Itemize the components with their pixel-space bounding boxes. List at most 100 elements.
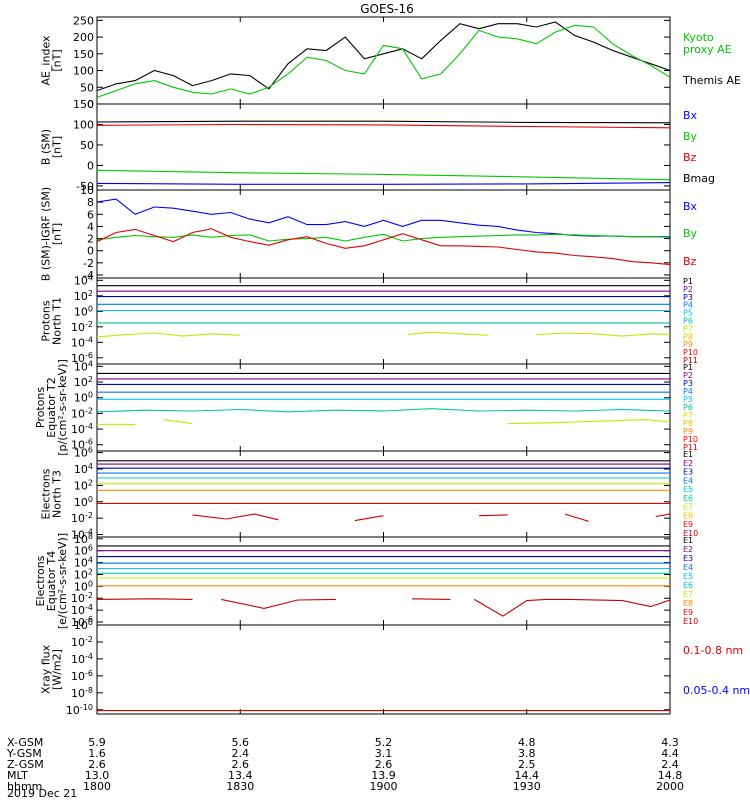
legend-p2: P2 [683,371,693,380]
legend-e5: E5 [683,485,693,494]
ephemeris-value: 2.4 [232,747,250,760]
legend-p7: P7 [683,411,693,420]
ephemeris-label-x-gsm: X-GSM [7,736,43,749]
y-tick-label: 100 [74,390,93,405]
legend-e6: E6 [683,581,693,590]
series-e10 [564,513,589,522]
y-tick-label: 106 [74,445,93,460]
legend-p10: P10 [683,435,698,444]
legend-bmag: Bmag [683,172,715,185]
legend-p4: P4 [683,387,693,396]
ephemeris-value: 1830 [226,780,254,793]
series-e10 [412,598,451,600]
y-tick-label: 102 [74,288,93,303]
y-tick-label: 200 [73,31,94,44]
y-tick-label: -4 [83,269,94,282]
y-tick-label: 10-2 [71,406,93,421]
ephemeris-value: 5.9 [88,736,106,749]
ephemeris-value: 4.3 [661,736,679,749]
ephemeris-value: 2.6 [232,758,250,771]
legend-p9: P9 [683,427,693,436]
y-tick-label: 250 [73,14,94,27]
y-axis-label: North T1 [51,297,64,345]
series-p6 [96,408,671,413]
y-axis-label: Electrons [40,468,53,519]
legend-bx: Bx [683,109,698,122]
y-tick-label: 150 [73,98,94,111]
series-bx [96,182,671,185]
series-bz [96,228,671,266]
ephemeris-label-z-gsm: Z-GSM [7,758,44,771]
y-tick-label: 102 [74,567,93,582]
legend-p1: P1 [683,277,693,286]
series-e10 [473,598,671,617]
ephemeris-value: 1800 [83,780,111,793]
y-tick-label: 10 [80,184,94,197]
y-axis-label: Electrons [34,555,47,606]
y-axis-label: AE_index [40,35,53,86]
y-axis-label: [nT] [51,49,64,71]
series-e10 [478,514,508,517]
legend-p11: P11 [683,443,698,452]
y-tick-label: 10-4 [71,527,93,542]
legend-e6: E6 [683,494,693,503]
series-bmag [96,120,671,124]
y-tick-label: 10-4 [71,603,93,618]
y-tick-label: 10-2 [71,634,93,649]
legend-e3: E3 [683,468,693,477]
series-e10 [192,513,279,521]
y-tick-label: 10-8 [71,685,93,700]
plot-title: GOES-16 [360,2,414,16]
ephemeris-value: 1930 [513,780,541,793]
legend-kyoto: Kyoto [683,31,714,44]
legend-e1: E1 [683,536,693,545]
y-tick-label: 150 [73,48,94,61]
series-kyoto-proxy-ae [96,24,671,98]
y-axis-label: Equator T4 [45,551,58,611]
y-tick-label: 10-4 [71,422,93,437]
ephemeris-value: 13.4 [228,769,253,782]
y-tick-label: 8 [87,196,94,209]
series-by [96,233,671,242]
y-axis-label: [e/(cm²-s-sr-keV)] [56,533,69,629]
series-e10 [221,598,336,609]
ephemeris-label-mlt: MLT [7,769,28,782]
y-tick-label: 104 [74,555,93,570]
ephemeris-value: 4.8 [518,736,536,749]
y-axis-label: [W/m2] [51,649,64,690]
legend-e2: E2 [683,545,693,554]
legend-e7: E7 [683,503,693,512]
series-e10 [655,513,671,518]
y-tick-label: 4 [87,220,94,233]
y-tick-label: 10-10 [66,702,93,717]
y-tick-label: -2 [83,257,94,270]
y-tick-label: 108 [74,531,93,546]
legend-p6: P6 [683,317,693,326]
legend-p5: P5 [683,309,693,318]
y-axis-label: Protons [40,300,53,341]
legend-e3: E3 [683,554,693,563]
series-e10 [354,515,384,522]
y-axis-label: [p/(cm²-s-sr-keV)] [56,359,69,456]
y-tick-label: 102 [74,375,93,390]
y-tick-label: 10-4 [71,651,93,666]
legend-p10: P10 [683,348,698,357]
y-tick-label: 104 [74,359,93,374]
y-axis-label: B (SM) [40,129,53,165]
series-p7 [407,331,489,336]
panel-frame [96,363,671,452]
ephemeris-label-y-gsm: Y-GSM [6,747,42,760]
series-bx [96,198,670,238]
y-tick-label: 10-6 [71,615,93,630]
y-tick-label: 50 [80,81,94,94]
y-tick-label: 102 [74,478,93,493]
panel-frame [96,103,671,191]
y-axis-label: Equator T2 [45,377,58,437]
y-tick-label: 0 [87,245,94,258]
